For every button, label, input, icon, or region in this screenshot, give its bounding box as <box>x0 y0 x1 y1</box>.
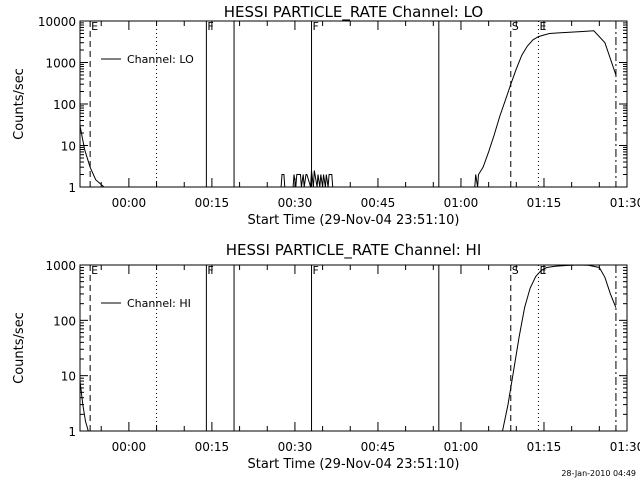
x-tick-label: 01:00 <box>444 196 479 210</box>
chart-title: HESSI PARTICLE_RATE Channel: LO <box>224 3 483 22</box>
y-tick-label: 10 <box>61 140 76 154</box>
y-tick-label: 10 <box>61 370 76 384</box>
chart-title: HESSI PARTICLE_RATE Channel: HI <box>226 241 482 260</box>
y-tick-label: 1 <box>68 425 76 439</box>
x-axis-label: Start Time (29-Nov-04 23:51:10) <box>248 457 460 472</box>
plot-frame <box>79 264 628 432</box>
y-axis-label: Counts/sec <box>12 312 27 384</box>
event-marker-label: E <box>91 20 98 33</box>
series-line <box>80 265 617 431</box>
y-tick-label: 1000 <box>45 259 76 273</box>
x-tick-label: 01:00 <box>444 440 479 454</box>
footer-timestamp: 28-Jan-2010 04:49 <box>561 469 636 478</box>
x-tick-label: 00:45 <box>361 440 396 454</box>
x-tick-label: 00:30 <box>278 196 313 210</box>
x-tick-label: 00:15 <box>195 440 230 454</box>
chart-panel-2: HESSI PARTICLE_RATE Channel: HI 1 10 100 100… <box>12 241 640 472</box>
event-marker-label: F <box>313 264 319 277</box>
x-tick-label: 00:30 <box>278 440 313 454</box>
legend-label: Channel: HI <box>127 297 191 310</box>
event-marker-label: F <box>207 264 213 277</box>
y-tick-label: 1 <box>68 181 76 195</box>
x-tick-label: 00:00 <box>112 440 147 454</box>
chart-panel-1: HESSI PARTICLE_RATE Channel: LO 1 10 100 100… <box>12 3 640 228</box>
y-tick-label: 10000 <box>38 15 76 29</box>
legend-label: Channel: LO <box>127 53 194 66</box>
event-marker-label: E <box>539 264 546 277</box>
x-tick-label: 01:30 <box>610 440 640 454</box>
series-line <box>80 30 617 187</box>
x-tick-label: 01:15 <box>527 196 562 210</box>
event-marker-label: S <box>512 264 519 277</box>
x-tick-label: 01:15 <box>527 440 562 454</box>
x-tick-label: 00:45 <box>361 196 396 210</box>
x-tick-label: 01:30 <box>610 196 640 210</box>
event-marker-label: E <box>91 264 98 277</box>
plot-frame <box>79 20 628 188</box>
event-marker-label: F <box>207 20 213 33</box>
x-tick-label: 00:00 <box>112 196 147 210</box>
event-marker-label: E <box>539 20 546 33</box>
event-marker-label: F <box>313 20 319 33</box>
y-tick-label: 100 <box>53 98 76 112</box>
y-axis-label: Counts/sec <box>12 68 27 140</box>
x-axis-label: Start Time (29-Nov-04 23:51:10) <box>248 213 460 228</box>
x-tick-label: 00:15 <box>195 196 230 210</box>
y-tick-label: 1000 <box>45 57 76 71</box>
y-tick-label: 100 <box>53 314 76 328</box>
event-marker-label: S <box>512 20 519 33</box>
